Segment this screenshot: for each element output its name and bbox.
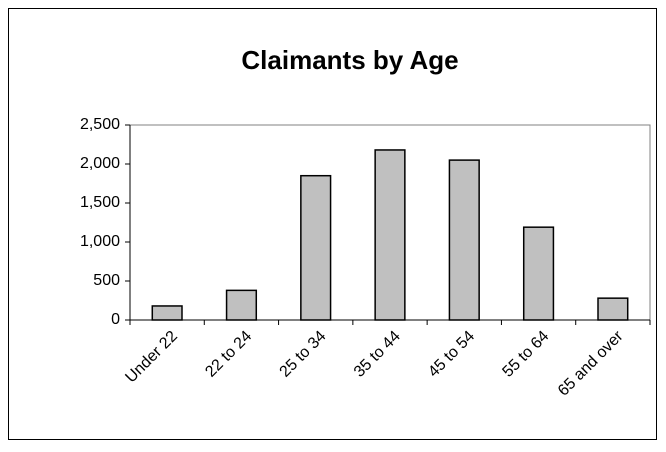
y-tick-label: 1,500 (80, 194, 120, 211)
y-tick-label: 1,000 (80, 233, 120, 250)
y-tick-label: 0 (111, 311, 120, 328)
bar (300, 174, 332, 321)
y-tick-label: 500 (93, 272, 120, 289)
y-tick-label: 2,000 (80, 155, 120, 172)
bar (151, 305, 183, 321)
bar (597, 297, 629, 321)
bar (225, 289, 258, 321)
chart-title: Claimants by Age (241, 45, 458, 75)
y-tick-label: 2,500 (80, 116, 120, 133)
chart-frame (8, 8, 657, 440)
bar (522, 226, 555, 321)
bar (448, 159, 480, 321)
bar (374, 149, 406, 321)
